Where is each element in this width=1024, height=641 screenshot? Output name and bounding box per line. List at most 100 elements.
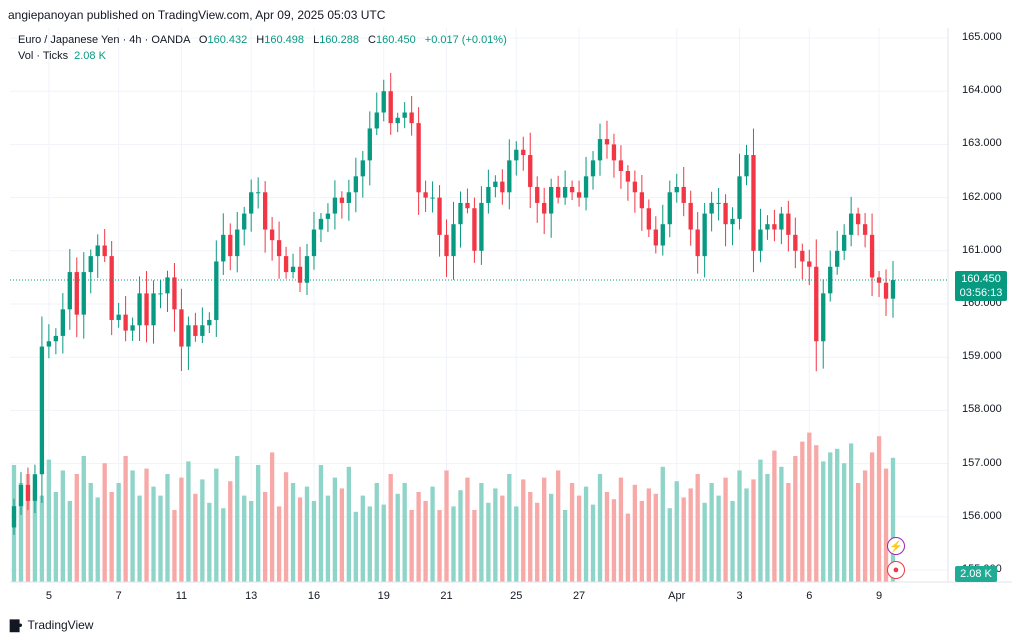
open-label: O <box>198 34 208 46</box>
candle-up <box>395 117 400 124</box>
candle-up <box>597 139 603 161</box>
volume-bar <box>765 474 770 582</box>
candle-up <box>737 176 742 219</box>
candle-up <box>848 213 854 235</box>
candle-down <box>535 186 540 203</box>
volume-bar <box>214 468 219 582</box>
candle-down <box>172 277 177 310</box>
volume-bar <box>772 450 777 582</box>
volume-bar <box>374 483 379 582</box>
candle-down <box>283 256 289 273</box>
volume-bar <box>730 501 735 582</box>
volume-bar <box>653 493 658 582</box>
candle-up <box>214 261 219 320</box>
lightning-icon[interactable]: ⚡ <box>887 537 905 555</box>
candle-up <box>367 128 372 161</box>
candle-up <box>779 213 784 230</box>
record-icon[interactable]: ● <box>887 561 905 579</box>
bar-countdown: 03:56:13 <box>959 287 1003 299</box>
volume-bar <box>500 495 505 582</box>
candle-down <box>639 192 645 209</box>
candle-up <box>381 91 386 113</box>
volume-bar <box>618 477 624 582</box>
volume-bar <box>779 466 784 582</box>
tradingview-brand-text: TradingView <box>27 618 94 632</box>
volume-bar <box>235 456 240 582</box>
volume-bar <box>458 490 463 582</box>
candle-up <box>88 256 93 273</box>
candle-up <box>32 474 38 501</box>
candle-down <box>74 272 79 315</box>
candle-up <box>549 186 554 214</box>
tradingview-logo[interactable]: ▇• TradingView <box>10 618 93 632</box>
volume-bar <box>46 459 52 582</box>
volume-bar <box>855 483 861 582</box>
volume-bar <box>758 459 763 582</box>
candle-down <box>604 139 610 145</box>
candle-down <box>269 229 275 241</box>
candle-down <box>228 234 233 257</box>
candle-up <box>137 293 142 326</box>
candle-up <box>249 192 254 214</box>
candle-down <box>262 192 268 230</box>
time-tick-label: 3 <box>736 590 743 602</box>
volume-bar <box>555 470 561 582</box>
volume-bar <box>304 486 310 582</box>
candle-down <box>409 112 414 124</box>
candle-up <box>221 234 226 262</box>
volume-bar <box>242 495 247 582</box>
candle-up <box>493 181 498 187</box>
candle-up <box>318 218 324 230</box>
candle-up <box>158 293 163 295</box>
volume-bar <box>514 506 519 582</box>
time-tick-label: 9 <box>875 590 883 602</box>
volume-bar <box>821 461 826 582</box>
candle-down <box>144 293 149 326</box>
candle-up <box>828 266 833 294</box>
candle-up <box>835 250 840 267</box>
volume-bar <box>695 474 700 582</box>
time-tick-label: 27 <box>572 590 586 602</box>
symbol-legend[interactable]: Euro / Japanese Yen · 4h · OANDA O160.43… <box>18 34 507 46</box>
candle-up <box>256 192 261 194</box>
volume-bar <box>388 474 393 582</box>
volume-bar <box>828 452 833 582</box>
candle-down <box>862 224 868 235</box>
volume-bar <box>130 470 135 582</box>
candle-down <box>102 245 107 257</box>
publish-info: angiepanoyan published on TradingView.co… <box>8 8 386 22</box>
volume-bar <box>318 465 324 582</box>
time-tick-label: 25 <box>510 590 523 602</box>
volume-legend[interactable]: Vol · Ticks 2.08 K <box>18 50 106 62</box>
candle-up <box>730 218 735 225</box>
time-tick-label: 16 <box>307 590 321 602</box>
candle-up <box>360 160 365 177</box>
open-value: 160.432 <box>207 34 248 46</box>
volume-bar <box>409 510 414 582</box>
tradingview-logo-icon: ▇• <box>10 618 22 632</box>
candle-down <box>465 202 470 209</box>
candle-down <box>772 224 777 230</box>
candle-down <box>388 91 393 124</box>
candle-up <box>46 341 52 347</box>
volume-bar <box>88 483 93 582</box>
volume-bar <box>179 477 184 582</box>
close-label: C <box>368 34 376 46</box>
volume-bar <box>360 495 365 582</box>
volume-bar <box>451 506 456 582</box>
candle-up <box>325 213 331 219</box>
volume-bar <box>493 488 498 582</box>
volume-bar <box>256 465 261 582</box>
volume-bar <box>228 481 233 582</box>
volume-bar <box>793 456 798 582</box>
volume-bar <box>646 488 651 582</box>
volume-bar <box>165 474 170 582</box>
candle-down <box>695 229 700 257</box>
volume-bar <box>611 499 617 582</box>
volume-bar <box>39 495 45 582</box>
volume-bar <box>507 474 512 582</box>
volume-bar <box>416 492 421 582</box>
volume-bar <box>583 486 589 582</box>
time-tick-label: Apr <box>668 590 686 602</box>
